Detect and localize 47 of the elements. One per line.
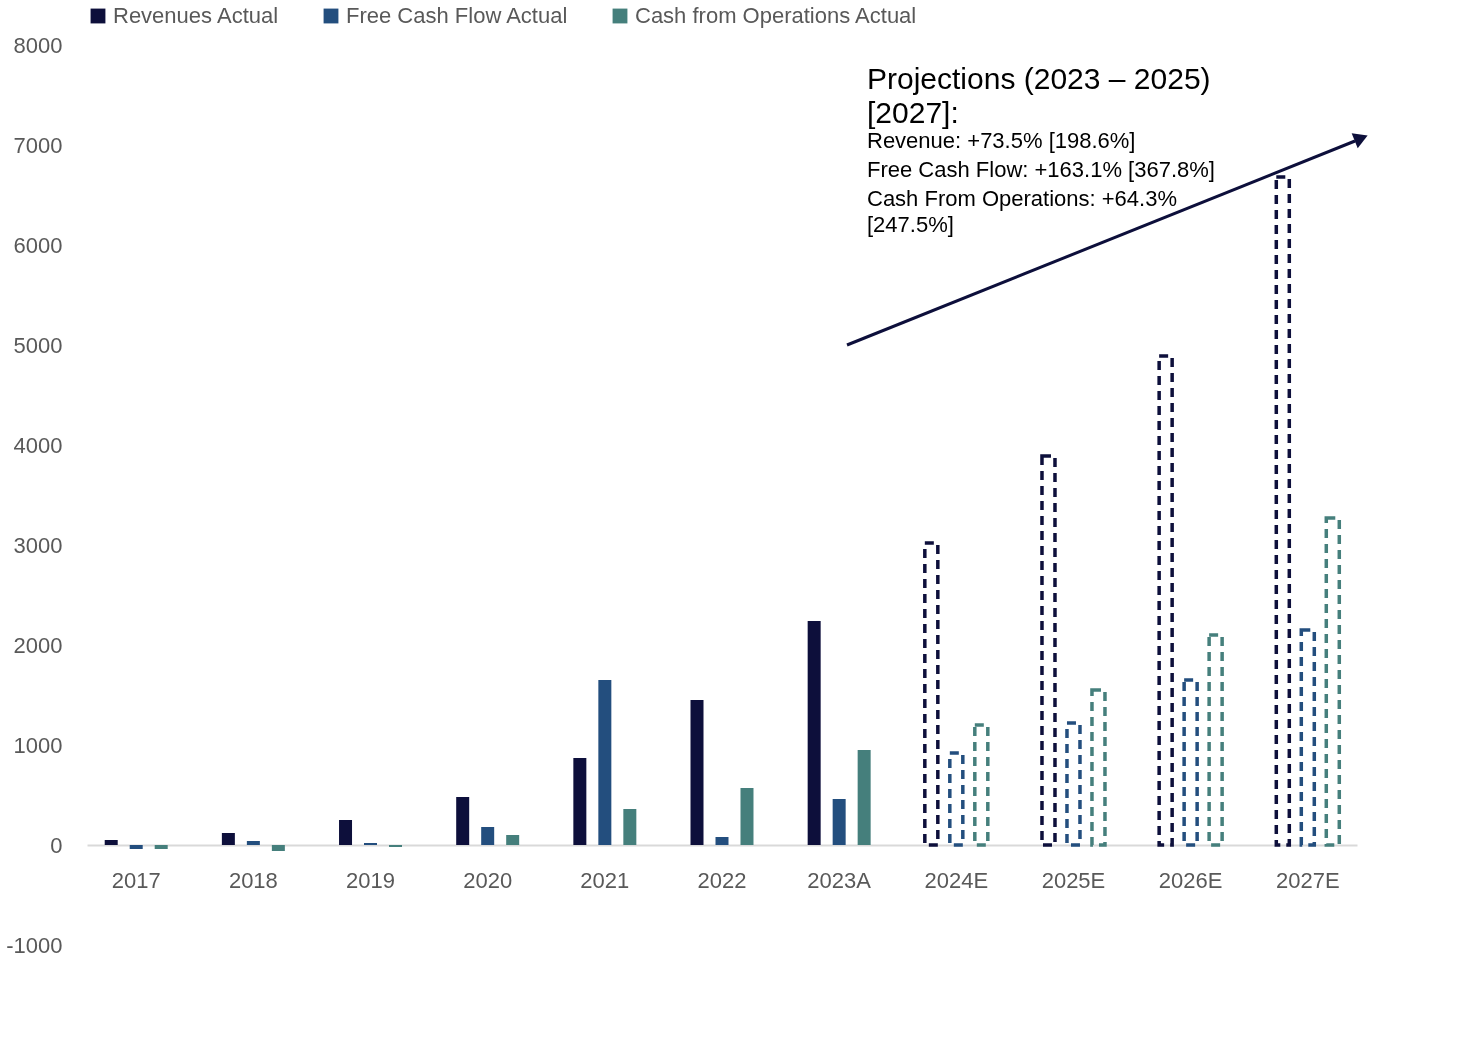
bar <box>623 809 637 845</box>
x-tick-label: 2022 <box>697 867 747 893</box>
x-tick-label: 2017 <box>111 867 161 893</box>
bar <box>807 621 821 845</box>
annotation: Revenue: +73.5% [198.6%] <box>867 128 1136 153</box>
legend-label: Cash from Operations Actual <box>635 3 917 28</box>
bar <box>339 820 353 845</box>
bar <box>740 788 754 845</box>
y-tick-label: 3000 <box>13 532 63 558</box>
y-tick-label: -1000 <box>6 932 63 958</box>
annotation: Projections (2023 – 2025) [2027]: <box>867 62 1211 129</box>
x-tick-label: 2021 <box>580 867 630 893</box>
bar <box>832 799 846 845</box>
annotation: Cash From Operations: +64.3% [247.5%] <box>867 186 1177 237</box>
x-tick-label: 2020 <box>463 867 513 893</box>
y-tick-label: 8000 <box>13 32 63 58</box>
x-tick-label: 2018 <box>228 867 278 893</box>
bar <box>456 797 470 845</box>
bar <box>104 840 118 845</box>
bar <box>246 841 260 845</box>
bar <box>573 758 587 845</box>
bar <box>154 845 168 849</box>
bar <box>857 750 871 845</box>
bar <box>271 845 285 851</box>
bar <box>506 835 520 845</box>
legend-label: Free Cash Flow Actual <box>346 3 568 28</box>
x-tick-label: 2027E <box>1275 867 1340 893</box>
y-tick-label: 1000 <box>13 732 63 758</box>
bar <box>715 837 729 845</box>
bar <box>481 827 495 845</box>
y-tick-label: 6000 <box>13 232 63 258</box>
x-tick-label: 2023A <box>807 867 872 893</box>
bar <box>221 833 235 845</box>
y-tick-label: 5000 <box>13 332 63 358</box>
x-tick-label: 2019 <box>346 867 395 893</box>
bar <box>598 680 612 845</box>
legend-label: Revenues Actual <box>113 3 279 28</box>
y-tick-label: 0 <box>50 832 63 858</box>
y-tick-label: 7000 <box>13 132 63 158</box>
y-tick-label: 2000 <box>13 632 63 658</box>
bar <box>690 700 704 845</box>
x-tick-label: 2025E <box>1041 867 1106 893</box>
x-tick-label: 2024E <box>924 867 989 893</box>
bar <box>129 845 143 849</box>
x-tick-label: 2026E <box>1158 867 1223 893</box>
y-tick-label: 4000 <box>13 432 63 458</box>
annotation: Free Cash Flow: +163.1% [367.8%] <box>867 157 1215 182</box>
